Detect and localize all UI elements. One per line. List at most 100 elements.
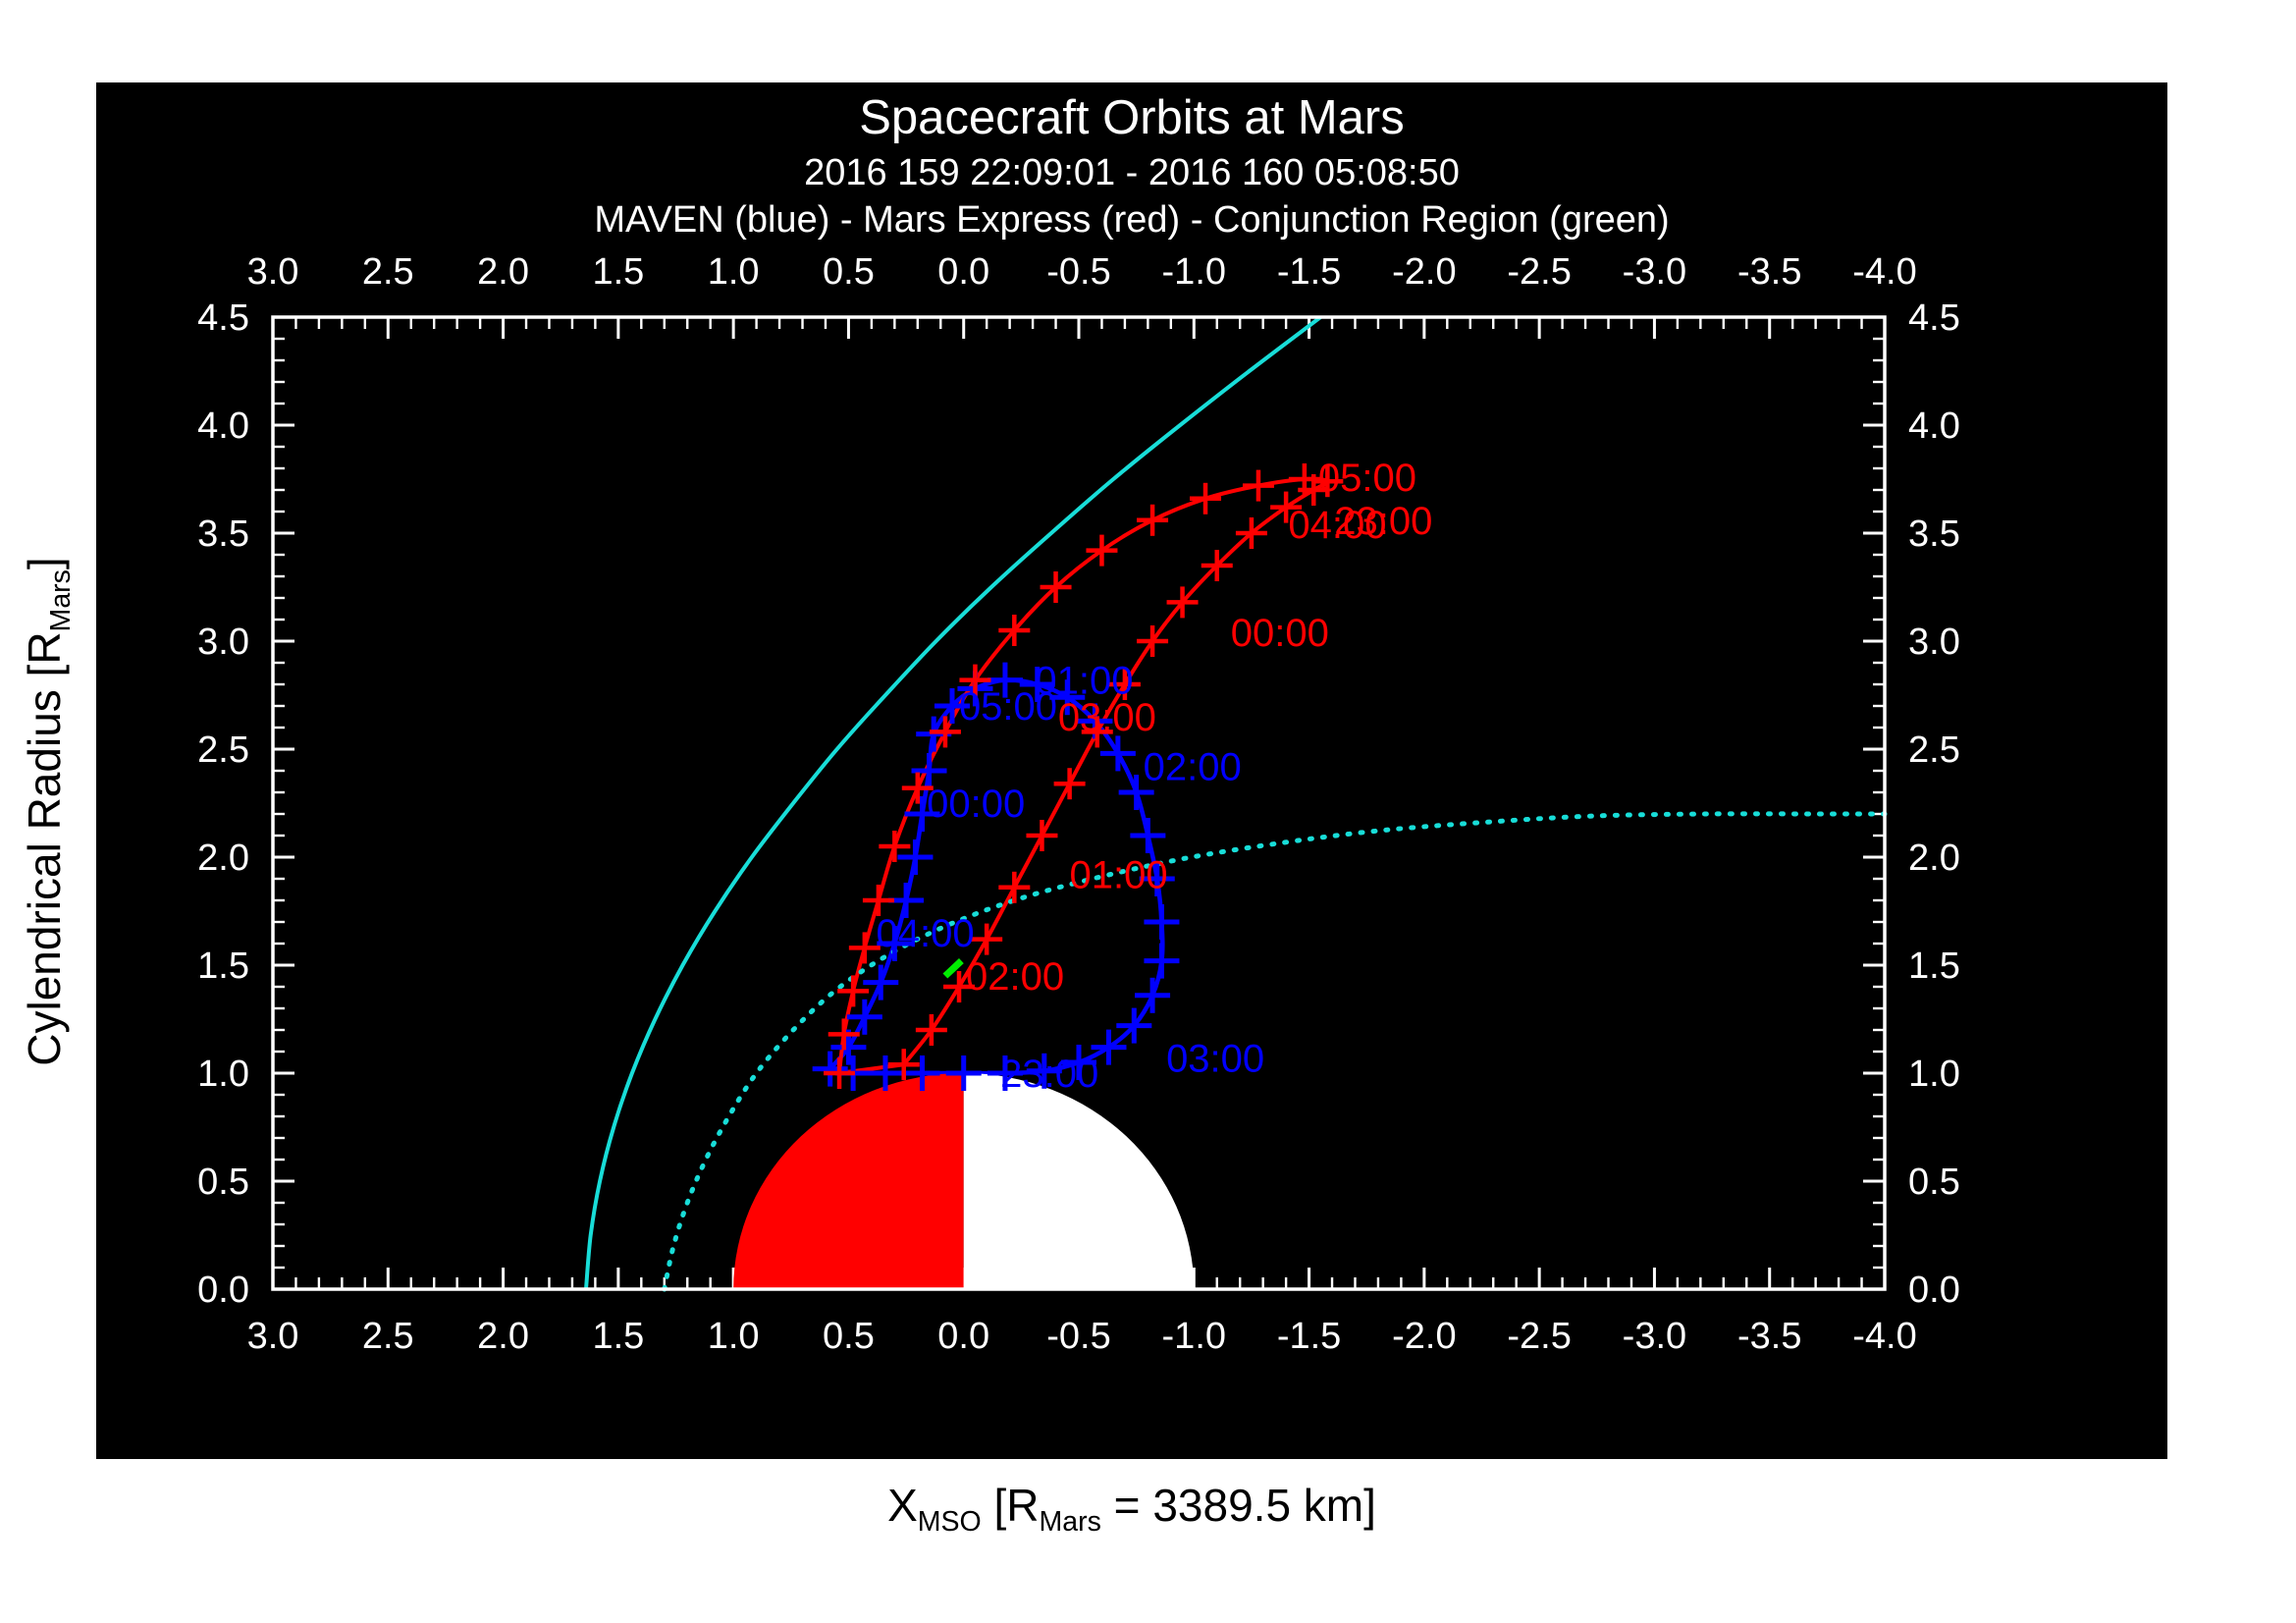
mex-hour-label: 04:00 <box>1288 504 1386 547</box>
x-tick-label-top: 0.0 <box>937 251 989 293</box>
y-tick-label-right: 4.5 <box>1908 298 1960 339</box>
x-tick-label-bottom: 0.5 <box>823 1316 875 1357</box>
series-conjunction <box>942 958 964 979</box>
mex-time-marker <box>1166 586 1199 619</box>
mex-time-marker <box>1201 550 1233 581</box>
maven-time-marker <box>987 1055 1023 1091</box>
x-tick-label-top: -0.5 <box>1046 251 1110 293</box>
mex-hour-label: 23:00 <box>1334 500 1432 543</box>
y-tick-label-left: 2.5 <box>197 730 249 771</box>
maven-time-marker <box>987 662 1023 698</box>
x-tick-label-top: -1.5 <box>1277 251 1341 293</box>
mex-time-marker <box>1235 517 1267 549</box>
hour-labels-layer: 23:0000:0001:0002:0003:0004:0005:0023:00… <box>877 457 1433 1096</box>
mex-time-marker <box>1040 571 1072 603</box>
time-markers-layer <box>812 463 1344 1091</box>
maven-time-marker <box>812 1051 848 1087</box>
chart-legend-line: MAVEN (blue) - Mars Express (red) - Conj… <box>594 199 1669 241</box>
mex-time-marker <box>1086 534 1118 567</box>
x-tick-label-bottom: -3.5 <box>1737 1316 1801 1357</box>
maven-time-marker <box>1135 977 1171 1013</box>
mars-disk <box>733 1073 1195 1289</box>
mex-time-marker <box>971 923 1003 955</box>
maven-hour-label: 01:00 <box>1035 660 1133 703</box>
mex-time-marker <box>879 831 911 862</box>
x-tick-label-bottom: 2.5 <box>362 1316 414 1357</box>
y-tick-label-left: 3.5 <box>197 514 249 555</box>
mex-time-marker <box>943 971 976 1002</box>
maven-time-marker <box>1099 735 1136 772</box>
x-tick-label-bottom: 1.0 <box>708 1316 760 1357</box>
x-tick-label-bottom: -1.5 <box>1277 1316 1341 1357</box>
plot-frame <box>271 315 1887 1291</box>
mex-time-marker <box>1026 820 1058 851</box>
maven-time-marker <box>1144 943 1180 979</box>
maven-time-marker <box>1049 679 1086 716</box>
mex-time-marker <box>848 932 881 964</box>
mars-dayside-half <box>733 1073 964 1289</box>
maven-time-marker <box>897 839 934 875</box>
y-tick-label-left: 0.0 <box>197 1270 249 1311</box>
x-tick-label-bottom: -3.0 <box>1623 1316 1686 1357</box>
mex-time-marker <box>1053 768 1086 800</box>
maven-time-marker <box>904 796 940 832</box>
mex-time-marker <box>1270 491 1303 523</box>
mex-time-marker <box>1137 625 1169 657</box>
x-tick-label-top: 0.5 <box>823 251 875 293</box>
maven-time-marker <box>1130 818 1166 853</box>
y-tick-label-right: 1.5 <box>1908 946 1960 987</box>
mex-time-marker <box>1081 716 1113 748</box>
mex-hour-label: 00:00 <box>1231 612 1329 655</box>
mex-time-marker <box>1242 469 1274 502</box>
orbit-plot: Spacecraft Orbits at Mars 2016 159 22:09… <box>96 82 2167 1459</box>
x-tick-label-top: -3.5 <box>1737 251 1801 293</box>
y-tick-label-right: 4.0 <box>1908 406 1960 447</box>
y-tick-label-left: 0.5 <box>197 1162 249 1203</box>
y-tick-label-right: 1.0 <box>1908 1054 1960 1095</box>
mex-time-marker <box>887 1049 920 1081</box>
x-tick-label-top: -1.0 <box>1162 251 1226 293</box>
mex-hour-label: 02:00 <box>966 955 1064 999</box>
right-axis-tick-labels: 0.0 0.5 1.0 1.5 2.0 2.5 3.0 3.5 4.0 4.5 <box>1908 298 1960 1311</box>
y-axis-title: Cylendrical Radius [RMars] <box>0 0 96 1623</box>
mex-time-marker <box>998 615 1031 646</box>
mex-time-marker <box>837 975 870 1007</box>
mex-time-marker <box>824 1057 856 1089</box>
x-tick-label-top: 3.0 <box>247 251 299 293</box>
maven-time-marker <box>1091 1029 1127 1065</box>
y-tick-label-left: 1.5 <box>197 946 249 987</box>
maven-time-marker <box>863 964 899 1001</box>
maven-time-marker <box>1061 1045 1096 1080</box>
maven-time-marker <box>904 1055 940 1091</box>
y-tick-label-left: 2.0 <box>197 838 249 879</box>
y-axis-title-text: Cylendrical Radius [R <box>19 631 71 1066</box>
left-axis-tick-labels: 0.0 0.5 1.0 1.5 2.0 2.5 3.0 3.5 4.0 4.5 <box>197 298 249 1311</box>
maven-time-marker <box>888 883 925 918</box>
top-axis-tick-labels: 3.0 2.5 2.0 1.5 1.0 0.5 0.0 -0.5 -1.0 -1.5 -2.0 -2.… <box>247 251 1917 293</box>
maven-time-marker <box>846 999 882 1035</box>
chart-title: Spacecraft Orbits at Mars <box>859 91 1405 144</box>
x-tick-label-top: 1.5 <box>592 251 644 293</box>
y-tick-label-right: 0.0 <box>1908 1270 1960 1311</box>
maven-time-marker <box>1026 1053 1062 1089</box>
maven-time-marker <box>1019 667 1055 702</box>
mex-time-marker <box>862 885 894 916</box>
x-tick-label-top: 2.0 <box>477 251 529 293</box>
y-tick-label-right: 2.5 <box>1908 730 1960 771</box>
x-tick-label-bottom: 1.5 <box>592 1316 644 1357</box>
y-tick-label-right: 3.5 <box>1908 514 1960 555</box>
maven-time-marker <box>1116 1007 1152 1044</box>
x-tick-label-top: 2.5 <box>362 251 414 293</box>
x-tick-label-top: -2.0 <box>1392 251 1456 293</box>
y-tick-label-left: 3.0 <box>197 622 249 663</box>
mex-time-marker <box>1108 669 1141 700</box>
x-tick-label-bottom: -2.5 <box>1507 1316 1571 1357</box>
x-tick-label-top: -2.5 <box>1507 251 1571 293</box>
x-tick-label-bottom: 2.0 <box>477 1316 529 1357</box>
chart-subtitle-timerange: 2016 159 22:09:01 - 2016 160 05:08:50 <box>804 152 1460 193</box>
x-tick-label-top: -3.0 <box>1623 251 1686 293</box>
bottom-axis-tick-labels: 3.0 2.5 2.0 1.5 1.0 0.5 0.0 -0.5 -1.0 -1.5 -2.0 -2.… <box>247 1316 1917 1357</box>
y-tick-label-left: 1.0 <box>197 1054 249 1095</box>
maven-time-marker <box>877 926 913 961</box>
